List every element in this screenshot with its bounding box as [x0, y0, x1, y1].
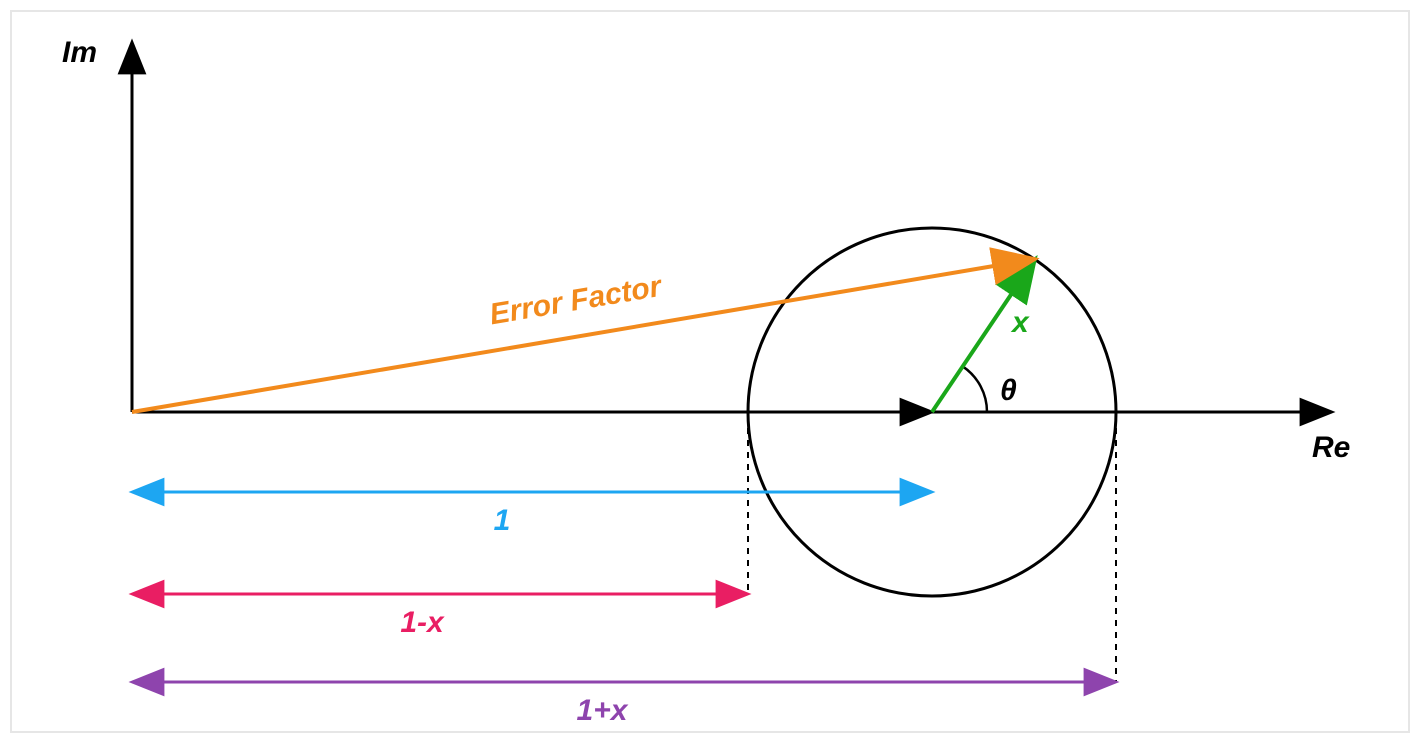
angle-theta-label: θ	[1000, 374, 1017, 407]
error-factor-label: Error Factor	[487, 270, 666, 332]
extension-dashes	[748, 416, 1116, 682]
dimension-one-plus-x-label: 1+x	[577, 694, 629, 727]
imaginary-axis-label: Im	[62, 36, 97, 69]
x-radius-label: x	[1010, 306, 1030, 339]
dimension-one-label: 1	[494, 504, 511, 537]
real-axis-label: Re	[1312, 431, 1350, 464]
complex-plane-diagram: Im Re θ x Error Factor 1 1-x 1+x	[12, 12, 1408, 731]
diagram-frame: Im Re θ x Error Factor 1 1-x 1+x	[10, 10, 1410, 733]
axes: Im Re	[62, 36, 1350, 464]
dimension-one-minus-x-label: 1-x	[400, 606, 445, 639]
angle-theta-arc	[963, 366, 987, 412]
